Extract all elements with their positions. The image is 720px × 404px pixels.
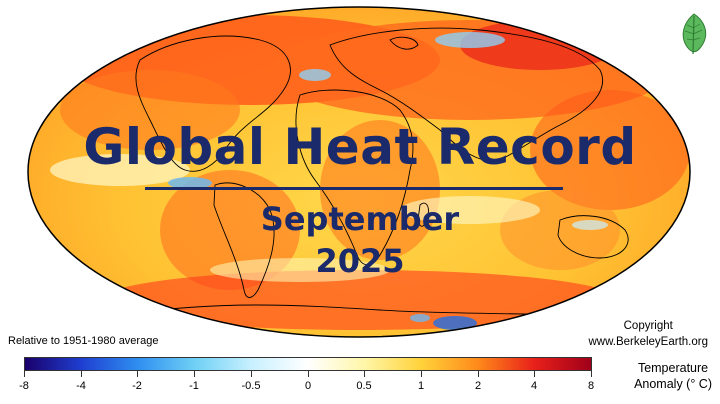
- main-title: Global Heat Record: [83, 118, 637, 176]
- colorbar-tick-label: -0.5: [241, 380, 261, 392]
- copyright-block: Copyright www.BerkeleyEarth.org: [588, 318, 708, 350]
- colorbar-tick-label: -8: [19, 380, 29, 392]
- colorbar-tick-mark: [81, 371, 82, 377]
- colorbar-tick-label: -4: [76, 380, 86, 392]
- colorbar-tick-label: -2: [132, 380, 142, 392]
- colorbar-tick-labels: -8 -4 -2 -1 -0.5 0 0.5 1 2 4 8: [19, 380, 595, 396]
- colorbar-tick-label: 0.5: [356, 380, 372, 392]
- copyright-label: Copyright: [623, 320, 673, 332]
- colorbar-title-line1: Temperature: [637, 361, 709, 375]
- colorbar-tick-mark: [308, 371, 309, 377]
- colorbar-tick-mark: [421, 371, 422, 377]
- colorbar-tick-mark: [364, 371, 365, 377]
- colorbar-tick-label: 1: [417, 380, 425, 392]
- leaf-icon: [682, 13, 707, 55]
- colorbar-tick-mark: [194, 371, 195, 377]
- year-label: 2025: [315, 242, 405, 280]
- copyright-url: www.BerkeleyEarth.org: [588, 336, 708, 348]
- colorbar-tick-mark: [251, 371, 252, 377]
- colorbar-ticks: [24, 371, 592, 379]
- colorbar-tick-label: 0: [304, 380, 312, 392]
- colorbar-title-line2: Anomaly (° C): [634, 377, 712, 391]
- colorbar-tick-mark: [24, 371, 25, 377]
- colorbar-tick-mark: [591, 371, 592, 377]
- colorbar-tick-label: 2: [474, 380, 482, 392]
- colorbar-tick-label: 8: [587, 380, 595, 392]
- baseline-note: Relative to 1951-1980 average: [8, 335, 159, 347]
- colorbar: [24, 357, 592, 371]
- colorbar-tick-mark: [478, 371, 479, 377]
- colorbar-tick-label: -1: [189, 380, 199, 392]
- colorbar-tick-label: 4: [530, 380, 538, 392]
- title-underline: [145, 187, 563, 190]
- colorbar-title: Temperature Anomaly (° C): [634, 360, 712, 392]
- colorbar-tick-mark: [137, 371, 138, 377]
- colorbar-tick-mark: [534, 371, 535, 377]
- month-label: September: [260, 200, 460, 238]
